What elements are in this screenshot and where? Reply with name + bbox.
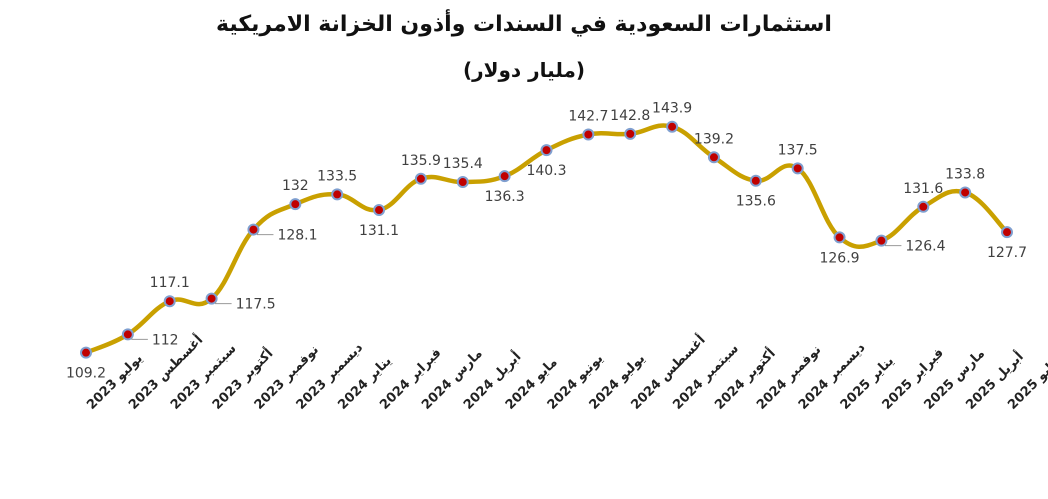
data-label: 128.1 [277, 228, 317, 244]
data-point [624, 127, 637, 140]
data-label: 127.7 [987, 245, 1027, 261]
data-label: 140.3 [526, 163, 566, 179]
markers-group [80, 120, 1013, 359]
data-label: 131.6 [903, 181, 943, 197]
leader-line [884, 243, 902, 247]
data-point [498, 170, 511, 183]
data-label: 143.9 [652, 101, 692, 117]
leader-lines-group [131, 232, 902, 340]
leader-line [256, 232, 274, 236]
data-point [791, 162, 804, 175]
data-point [121, 328, 134, 341]
data-label: 112 [152, 332, 179, 348]
data-point [205, 292, 218, 305]
chart-title: استثمارات السعودية في السندات وأذون الخز… [216, 12, 832, 37]
series-line [83, 123, 1010, 355]
data-label: 117.1 [150, 275, 190, 291]
data-point [1001, 226, 1013, 239]
data-point [247, 223, 260, 236]
data-label: 136.3 [485, 189, 525, 205]
data-label: 133.5 [317, 168, 357, 184]
data-label: 142.7 [568, 109, 608, 125]
data-label: 135.9 [401, 153, 441, 169]
data-label: 117.5 [236, 297, 276, 313]
data-point [875, 234, 888, 247]
data-point [373, 204, 386, 217]
leader-line [215, 301, 232, 305]
data-label: 126.9 [819, 250, 859, 266]
data-label: 131.1 [359, 223, 399, 239]
data-point [833, 231, 846, 244]
data-point [666, 120, 679, 133]
leader-line [131, 337, 148, 340]
data-point [456, 176, 469, 189]
data-point [959, 186, 972, 199]
data-point [917, 200, 930, 213]
data-label: 132 [282, 178, 309, 194]
data-label: 109.2 [66, 366, 106, 382]
data-label: 137.5 [778, 142, 818, 158]
data-point [414, 172, 427, 185]
data-label: 126.4 [905, 239, 945, 255]
data-label: 133.8 [945, 166, 985, 182]
data-point [707, 151, 720, 164]
data-point [582, 128, 595, 141]
data-point [749, 174, 762, 187]
x-tick-label: أغسطس 2024 [627, 331, 709, 413]
data-label: 135.6 [736, 194, 776, 210]
data-point [331, 188, 344, 201]
data-point [80, 346, 92, 359]
data-point [289, 198, 302, 211]
data-label: 135.4 [443, 156, 483, 172]
chart-subtitle: (مليار دولار) [462, 58, 586, 82]
data-point [540, 144, 553, 157]
data-label: 139.2 [694, 131, 734, 147]
data-labels-group: 109.2 112 117.1 117.5 128.1 132 133.5 131.1 135.… [66, 101, 1027, 382]
data-point [163, 295, 176, 308]
data-label: 142.8 [610, 108, 650, 124]
